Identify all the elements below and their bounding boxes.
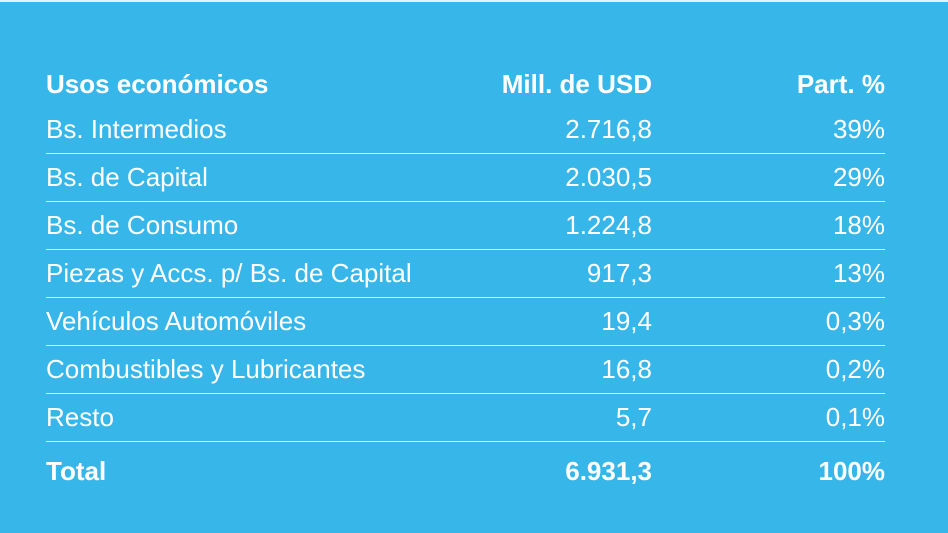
row-label: Bs. Intermedios bbox=[46, 114, 227, 144]
header-uses: Usos económicos bbox=[46, 68, 269, 99]
row-label: Vehículos Automóviles bbox=[46, 306, 307, 336]
row-value: 19,4 bbox=[601, 306, 652, 336]
table-row: Resto 5,7 0,1% bbox=[46, 394, 885, 442]
row-value: 2.030,5 bbox=[565, 162, 652, 192]
table-total-row: Total 6.931,3 100% bbox=[46, 442, 885, 500]
row-share: 0,3% bbox=[825, 306, 885, 336]
table-row: Vehículos Automóviles 19,4 0,3% bbox=[46, 298, 885, 346]
row-share: 39% bbox=[832, 114, 885, 144]
row-value: 917,3 bbox=[586, 258, 652, 288]
row-label: Piezas y Accs. p/ Bs. de Capital bbox=[46, 258, 412, 288]
row-label: Bs. de Capital bbox=[46, 162, 208, 192]
row-value: 2.716,8 bbox=[565, 114, 652, 144]
table-row: Bs. Intermedios 2.716,8 39% bbox=[46, 106, 885, 154]
total-share: 100% bbox=[818, 455, 886, 486]
row-share: 18% bbox=[832, 210, 885, 240]
header-share: Part. % bbox=[796, 68, 885, 99]
top-divider bbox=[0, 0, 948, 2]
row-share: 0,1% bbox=[825, 402, 885, 432]
row-value: 5,7 bbox=[615, 402, 652, 432]
imports-by-use-table: Usos económicos Mill. de USD Part. % Bs.… bbox=[46, 62, 885, 500]
row-value: 16,8 bbox=[601, 354, 652, 384]
table-header-row: Usos económicos Mill. de USD Part. % bbox=[46, 62, 885, 106]
row-share: 0,2% bbox=[825, 354, 885, 384]
row-label: Resto bbox=[46, 402, 114, 432]
row-label: Bs. de Consumo bbox=[46, 210, 239, 240]
table-row: Bs. de Consumo 1.224,8 18% bbox=[46, 202, 885, 250]
header-value: Mill. de USD bbox=[501, 68, 652, 99]
table-row: Combustibles y Lubricantes 16,8 0,2% bbox=[46, 346, 885, 394]
table-row: Bs. de Capital 2.030,5 29% bbox=[46, 154, 885, 202]
table-row: Piezas y Accs. p/ Bs. de Capital 917,3 1… bbox=[46, 250, 885, 298]
row-label: Combustibles y Lubricantes bbox=[46, 354, 366, 384]
total-label: Total bbox=[46, 455, 107, 486]
row-share: 13% bbox=[832, 258, 885, 288]
row-value: 1.224,8 bbox=[565, 210, 652, 240]
total-value: 6.931,3 bbox=[565, 455, 652, 486]
row-share: 29% bbox=[832, 162, 885, 192]
